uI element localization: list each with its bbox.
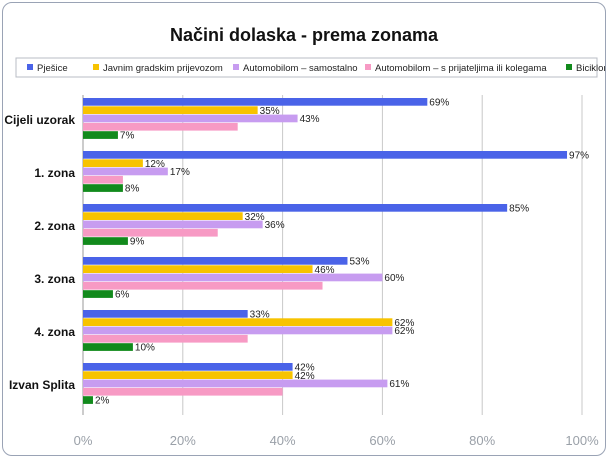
- category-label-0: Cijeli uzorak: [4, 113, 75, 127]
- legend-label-1: Javnim gradskim prijevozom: [103, 63, 223, 74]
- category-label-3: 3. zona: [34, 272, 75, 286]
- category-label-5: Izvan Splita: [9, 378, 75, 392]
- legend-swatch-3: [365, 64, 371, 70]
- category-label-2: 2. zona: [34, 219, 75, 233]
- data-label-2-2: 36%: [265, 220, 285, 231]
- bar-3-2: [83, 273, 383, 282]
- bar-chart: Načini dolaska - prema zonama Pješice Jav…: [4, 25, 605, 448]
- data-label-1-1: 12%: [145, 159, 165, 170]
- bar-0-0: [83, 98, 428, 106]
- x-tick-label-2: 40%: [270, 433, 296, 448]
- data-label-5-2: 61%: [389, 379, 409, 390]
- data-label-3-4: 6%: [115, 290, 130, 301]
- data-label-2-0: 85%: [509, 204, 529, 215]
- data-label-4-4: 10%: [135, 343, 155, 354]
- bar-1-1: [83, 159, 143, 167]
- data-label-0-1: 35%: [260, 106, 280, 117]
- bar-4-1: [83, 318, 393, 326]
- data-label-3-1: 46%: [315, 265, 335, 276]
- bar-1-0: [83, 151, 568, 159]
- bar-4-4: [83, 343, 133, 351]
- data-label-0-4: 7%: [120, 131, 135, 142]
- data-label-0-2: 43%: [300, 114, 320, 125]
- bar-2-1: [83, 212, 243, 220]
- data-label-4-1: 62%: [394, 318, 414, 329]
- legend-label-4: Biciklom: [576, 63, 605, 74]
- data-label-5-0: 42%: [295, 363, 315, 374]
- x-tick-label-5: 100%: [565, 433, 599, 448]
- x-tick-label-3: 60%: [369, 433, 395, 448]
- bar-5-2: [83, 379, 388, 388]
- bar-1-2: [83, 167, 168, 176]
- category-labels: Cijeli uzorak 1. zona 2. zona 3. zona 4. zon…: [4, 113, 75, 392]
- legend-label-3: Automobilom – s prijateljima ili kolegam…: [375, 63, 547, 74]
- bar-5-3: [83, 387, 283, 396]
- bar-1-4: [83, 184, 123, 192]
- bar-5-0: [83, 363, 293, 371]
- category-label-4: 4. zona: [34, 325, 75, 339]
- data-label-1-2: 17%: [170, 167, 190, 178]
- bar-2-0: [83, 204, 508, 212]
- bar-2-3: [83, 228, 218, 237]
- x-tick-labels: 0% 20% 40% 60% 80% 100%: [74, 433, 599, 448]
- chart-frame: Načini dolaska - prema zonama Pješice Jav…: [2, 2, 606, 456]
- data-label-4-2: 62%: [394, 326, 414, 337]
- data-label-4-0: 33%: [250, 310, 270, 321]
- data-label-5-4: 2%: [95, 396, 110, 407]
- bar-1-3: [83, 175, 123, 184]
- bar-3-3: [83, 281, 323, 290]
- grid-lines: [82, 95, 583, 415]
- bar-5-4: [83, 396, 93, 404]
- bar-0-1: [83, 106, 258, 114]
- bars: [83, 98, 568, 404]
- legend-label-2: Automobilom – samostalno: [243, 63, 358, 74]
- bar-0-3: [83, 122, 238, 131]
- bar-0-2: [83, 114, 298, 123]
- chart-title: Načini dolaska - prema zonama: [170, 25, 439, 45]
- data-label-2-1: 32%: [245, 212, 265, 223]
- legend: Pješice Javnim gradskim prijevozom Automob…: [27, 63, 605, 74]
- legend-swatch-2: [233, 64, 239, 70]
- legend-swatch-4: [566, 64, 572, 70]
- bar-3-0: [83, 257, 348, 265]
- legend-swatch-1: [93, 64, 99, 70]
- bar-3-1: [83, 265, 313, 273]
- bar-3-4: [83, 290, 113, 298]
- bar-5-1: [83, 371, 293, 379]
- data-label-1-4: 8%: [125, 184, 140, 195]
- data-label-2-4: 9%: [130, 237, 145, 248]
- data-label-3-2: 60%: [384, 273, 404, 284]
- x-tick-label-0: 0%: [74, 433, 93, 448]
- bar-4-3: [83, 334, 248, 343]
- bar-4-0: [83, 310, 248, 318]
- data-label-1-0: 97%: [569, 151, 589, 162]
- category-label-1: 1. zona: [34, 166, 75, 180]
- x-tick-label-4: 80%: [469, 433, 495, 448]
- data-labels: 69% 35% 43% 7% 97% 12% 17% 8% 85% 32%36% 9% 53% 46% 6…: [95, 98, 589, 407]
- legend-swatch-0: [27, 64, 33, 70]
- bar-2-4: [83, 237, 128, 245]
- x-tick-label-1: 20%: [170, 433, 196, 448]
- bar-0-4: [83, 131, 118, 139]
- legend-box: [15, 57, 598, 78]
- data-label-0-0: 69%: [429, 98, 449, 109]
- data-label-3-0: 53%: [349, 257, 369, 268]
- bar-4-2: [83, 326, 393, 335]
- plot-area: [83, 95, 582, 415]
- data-label-5-1: 42%: [295, 371, 315, 382]
- legend-label-0: Pješice: [37, 63, 68, 74]
- bar-2-2: [83, 220, 263, 229]
